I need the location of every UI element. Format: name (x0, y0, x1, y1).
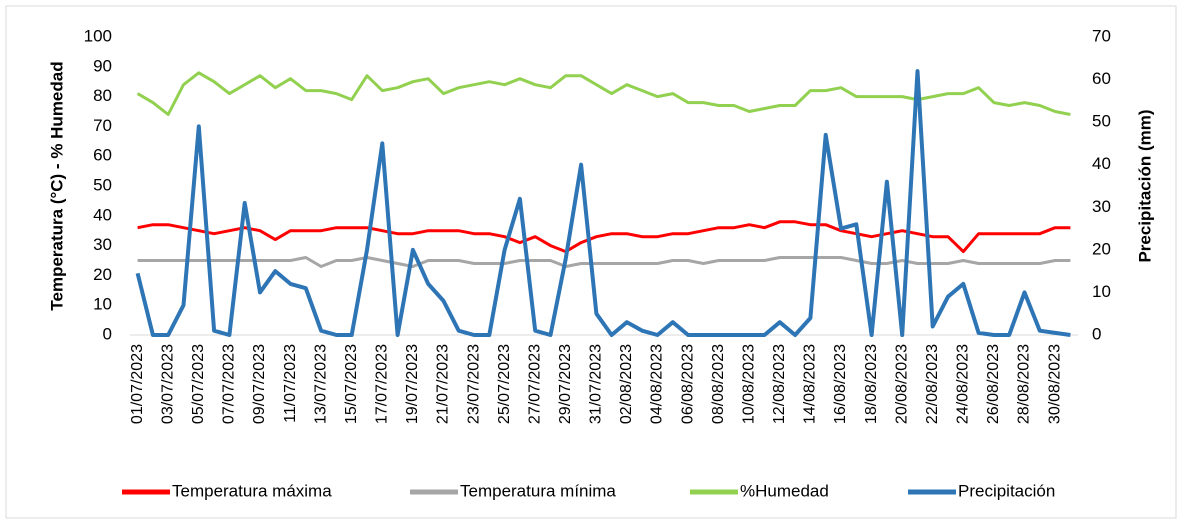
y-tick-label: 100 (84, 26, 112, 45)
series-line (137, 220, 1071, 254)
y-tick-label: 70 (93, 116, 112, 135)
x-tick-label: 26/08/2023 (985, 344, 1002, 424)
x-tick-label: 06/08/2023 (679, 344, 696, 424)
x-tick-label: 22/08/2023 (924, 344, 941, 424)
y2-tick-label: 30 (1092, 197, 1111, 216)
y-tick-label: 90 (93, 56, 112, 75)
y2-tick-label: 0 (1092, 324, 1101, 343)
x-tick-label: 30/08/2023 (1046, 344, 1063, 424)
series-line (137, 256, 1071, 268)
x-tick-label: 12/08/2023 (771, 344, 788, 424)
y2-tick-label: 20 (1092, 239, 1111, 258)
y-tick-label: 30 (93, 235, 112, 254)
legend-label: Temperatura mínima (460, 481, 616, 500)
x-tick-label: 19/07/2023 (404, 344, 421, 424)
y2-tick-label: 60 (1092, 69, 1111, 88)
x-tick-label: 24/08/2023 (955, 344, 972, 424)
y2-tick-label: 40 (1092, 154, 1111, 173)
x-tick-label: 18/08/2023 (863, 344, 880, 424)
x-tick-label: 20/08/2023 (893, 344, 910, 424)
x-tick-label: 15/07/2023 (343, 344, 360, 424)
y2-tick-label: 70 (1092, 26, 1111, 45)
x-tick-label: 02/08/2023 (618, 344, 635, 424)
x-tick-label: 25/07/2023 (496, 344, 513, 424)
x-tick-label: 03/07/2023 (159, 344, 176, 424)
x-tick-label: 16/08/2023 (832, 344, 849, 424)
y2-axis-title: Precipitación (mm) (1135, 109, 1154, 262)
y-tick-label: 80 (93, 86, 112, 105)
x-tick-label: 27/07/2023 (526, 344, 543, 424)
x-tick-label: 14/08/2023 (802, 344, 819, 424)
x-tick-label: 17/07/2023 (374, 344, 391, 424)
y-tick-label: 0 (103, 324, 112, 343)
y-tick-label: 10 (93, 295, 112, 314)
legend-label: %Humedad (740, 481, 829, 500)
x-tick-label: 04/08/2023 (649, 344, 666, 424)
x-tick-label: 10/08/2023 (740, 344, 757, 424)
x-tick-label: 07/07/2023 (221, 344, 238, 424)
y-axis-title: Temperatura (°C) - % Humedad (47, 61, 66, 310)
x-tick-label: 31/07/2023 (588, 344, 605, 424)
x-tick-label: 08/08/2023 (710, 344, 727, 424)
x-tick-label: 28/08/2023 (1016, 344, 1033, 424)
x-tick-label: 05/07/2023 (190, 344, 207, 424)
series-line (135, 69, 1071, 337)
y-tick-label: 50 (93, 175, 112, 194)
legend-label: Temperatura máxima (172, 481, 332, 500)
legend-label: Precipitación (958, 481, 1055, 500)
y-tick-label: 40 (93, 205, 112, 224)
y-tick-label: 20 (93, 265, 112, 284)
y2-tick-label: 50 (1092, 112, 1111, 131)
x-tick-label: 21/07/2023 (435, 344, 452, 424)
x-tick-label: 09/07/2023 (251, 344, 268, 424)
x-tick-label: 13/07/2023 (312, 344, 329, 424)
x-tick-label: 11/07/2023 (282, 344, 299, 423)
x-tick-label: 29/07/2023 (557, 344, 574, 424)
x-tick-label: 01/07/2023 (129, 344, 146, 424)
y2-tick-label: 10 (1092, 282, 1111, 301)
x-tick-label: 23/07/2023 (465, 344, 482, 424)
y-tick-label: 60 (93, 146, 112, 165)
